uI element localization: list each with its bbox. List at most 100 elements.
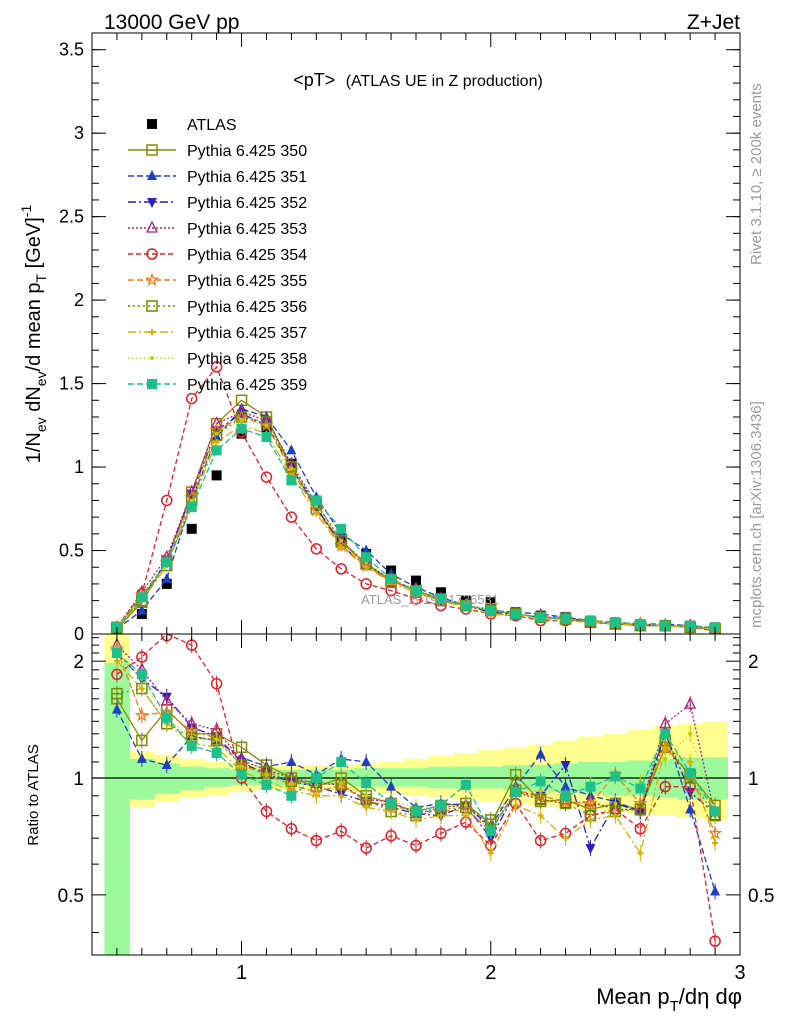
ratio-series-point bbox=[286, 790, 297, 801]
series-point bbox=[210, 361, 223, 373]
x-tick-label: 1 bbox=[236, 962, 247, 984]
series-point bbox=[460, 600, 471, 611]
series-point bbox=[239, 418, 244, 423]
series-point bbox=[210, 416, 223, 429]
y-axis-label-main: 1/Nev dNev/d mean pT [GeV]-1 bbox=[18, 205, 49, 464]
series-point bbox=[186, 502, 197, 513]
series-point bbox=[338, 544, 345, 551]
ratio-series-9 bbox=[111, 644, 721, 840]
ratio-series-point bbox=[685, 803, 696, 814]
ratio-series-point bbox=[462, 812, 469, 819]
ratio-series-point bbox=[313, 792, 320, 799]
legend-marker bbox=[147, 198, 157, 208]
series-point bbox=[313, 510, 320, 517]
ratio-series-point bbox=[634, 823, 647, 835]
ratio-series-point bbox=[538, 788, 543, 793]
ratio-series-point bbox=[585, 781, 596, 792]
ratio-series-point bbox=[535, 748, 546, 759]
legend-item: Pythia 6.425 353 bbox=[128, 220, 307, 238]
series-point bbox=[286, 475, 297, 486]
ratio-series-point bbox=[339, 781, 344, 786]
legend-label: ATLAS bbox=[187, 117, 237, 134]
legend-marker bbox=[149, 329, 155, 335]
ratio-series-point bbox=[136, 669, 147, 680]
ratio-series-point bbox=[361, 755, 372, 766]
atlas-data-point bbox=[186, 523, 197, 534]
ratio-series-point bbox=[710, 885, 721, 896]
ratio-ytick-label-right: 1 bbox=[748, 769, 759, 790]
chart-subtitle: (ATLAS UE in Z production) bbox=[346, 73, 543, 90]
main-ytick-label: 2.5 bbox=[59, 207, 84, 227]
ratio-series-point bbox=[311, 773, 322, 784]
series-point bbox=[161, 572, 172, 583]
series-point bbox=[235, 404, 248, 417]
legend-marker bbox=[147, 170, 157, 180]
series-point bbox=[261, 432, 272, 443]
legend-label: Pythia 6.425 355 bbox=[187, 273, 307, 290]
atlas-data-point bbox=[411, 575, 421, 586]
ratio-series-point bbox=[637, 850, 644, 857]
legend-marker bbox=[147, 379, 157, 389]
legend-item: ATLAS bbox=[147, 117, 237, 134]
series-point bbox=[185, 392, 198, 405]
series-point bbox=[435, 593, 446, 604]
ratio-series-point bbox=[435, 827, 447, 840]
ratio-series-point bbox=[560, 761, 571, 772]
legend-marker bbox=[147, 119, 157, 129]
ratio-series-point bbox=[535, 776, 546, 787]
legend: ATLAS Pythia 6.425 350 Pythia 6.425 351 Pyt… bbox=[128, 117, 307, 394]
ratio-ytick-label-left: 1 bbox=[73, 769, 84, 790]
ratio-series-point bbox=[136, 734, 148, 747]
ratio-series-point bbox=[285, 823, 298, 835]
ratio-series-point bbox=[111, 668, 123, 681]
ratio-series-point bbox=[335, 825, 347, 837]
ratio-series-point bbox=[386, 780, 397, 791]
series-point bbox=[411, 585, 421, 596]
series-point bbox=[660, 620, 671, 631]
ratio-series-layer bbox=[92, 634, 740, 950]
ratio-ytick-label-left: 0.5 bbox=[58, 886, 84, 907]
ratio-series-point bbox=[709, 935, 721, 947]
ratio-series-point bbox=[512, 802, 519, 809]
ratio-series-point bbox=[610, 771, 621, 782]
ratio-series-point bbox=[635, 783, 646, 794]
mcplots-label: mcplots.cern.ch [arXiv:1306.3436] bbox=[748, 401, 765, 628]
chart-title-line: <pT> (ATLAS UE in Z production) bbox=[293, 70, 543, 90]
legend-item: Pythia 6.425 359 bbox=[128, 377, 307, 394]
legend-marker bbox=[144, 272, 160, 287]
ratio-series-point bbox=[111, 703, 122, 714]
ratio-series-point bbox=[411, 806, 421, 817]
ratio-series-point bbox=[310, 834, 323, 847]
ratio-series-point bbox=[634, 803, 647, 816]
series-point bbox=[610, 617, 621, 628]
ratio-series-point bbox=[487, 850, 494, 857]
ratio-series-point bbox=[662, 744, 669, 751]
ratio-series-point bbox=[111, 647, 122, 658]
ratio-series-point bbox=[286, 755, 297, 766]
series-point bbox=[285, 511, 298, 523]
series-point bbox=[485, 605, 496, 616]
series-point bbox=[361, 552, 372, 563]
ratio-series-point bbox=[136, 651, 148, 663]
ratio-uncertainty-bands bbox=[104, 634, 729, 955]
legend-item: Pythia 6.425 351 bbox=[128, 169, 307, 186]
series-point bbox=[510, 608, 521, 619]
ratio-series-point bbox=[534, 834, 547, 847]
ratio-series-point bbox=[361, 778, 372, 789]
series-point bbox=[335, 563, 347, 575]
series-point bbox=[136, 604, 147, 615]
ratio-series-point bbox=[410, 839, 422, 852]
legend-item: Pythia 6.425 352 bbox=[128, 195, 307, 212]
main-ytick-label: 0.5 bbox=[59, 541, 84, 561]
legend-label: Pythia 6.425 357 bbox=[187, 325, 307, 342]
ratio-axes: 0.5 0.5 1 1 2 2 1 2 3 bbox=[58, 633, 774, 984]
series-point bbox=[339, 538, 344, 543]
series-point bbox=[585, 615, 596, 626]
ratio-series-point bbox=[460, 779, 471, 790]
legend-item: Pythia 6.425 354 bbox=[128, 247, 307, 264]
ratio-series-point bbox=[612, 812, 619, 819]
main-ytick-label: 1.5 bbox=[59, 374, 84, 394]
ratio-series-point bbox=[660, 728, 671, 739]
x-axis-label: Mean pT/dη dφ bbox=[596, 984, 742, 1015]
ratio-series-point bbox=[260, 805, 273, 818]
